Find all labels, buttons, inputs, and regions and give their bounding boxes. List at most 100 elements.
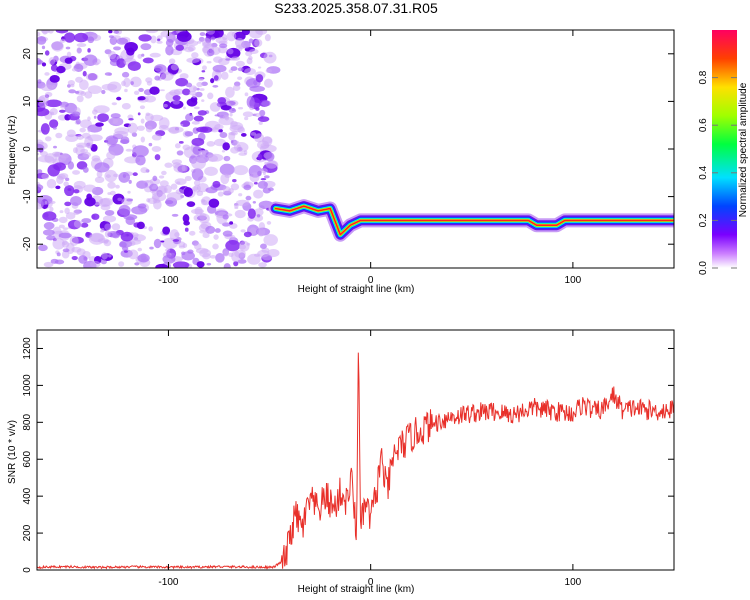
noise-blob — [83, 54, 98, 66]
noise-blob — [41, 173, 50, 180]
noise-blob — [131, 234, 146, 242]
noise-blob — [108, 50, 117, 60]
noise-blob — [143, 95, 156, 103]
noise-blob — [140, 167, 149, 174]
noise-blob — [84, 91, 93, 99]
noise-blob — [262, 171, 266, 176]
noise-blob — [82, 166, 89, 173]
noise-blob — [260, 243, 267, 249]
noise-blob — [220, 104, 232, 111]
noise-blob — [230, 66, 238, 71]
noise-blob — [243, 182, 246, 187]
noise-blob — [148, 142, 153, 147]
noise-blob — [172, 95, 181, 101]
noise-blob — [97, 113, 109, 123]
noise-blob — [104, 169, 118, 183]
noise-blob — [179, 73, 189, 80]
noise-blob — [49, 206, 54, 212]
noise-blob — [66, 51, 72, 58]
noise-blob — [110, 113, 121, 119]
noise-blob — [53, 69, 57, 73]
noise-blob — [196, 126, 209, 133]
noise-blob — [196, 190, 204, 196]
noise-blob — [253, 133, 265, 143]
noise-blob — [62, 227, 69, 230]
noise-blob — [50, 64, 58, 72]
noise-blob — [128, 240, 136, 247]
noise-blob — [79, 119, 92, 129]
noise-blob — [219, 43, 228, 49]
noise-blob — [64, 57, 73, 64]
noise-blob — [237, 76, 243, 80]
noise-blob — [210, 78, 215, 84]
noise-blob — [181, 251, 186, 256]
noise-blob — [233, 165, 249, 176]
noise-blob — [252, 200, 256, 204]
noise-blob — [191, 137, 205, 147]
noise-blob — [180, 123, 184, 127]
noise-blob — [238, 46, 243, 51]
noise-blob — [70, 195, 82, 206]
noise-blob — [101, 83, 118, 91]
noise-blob — [165, 248, 171, 253]
snr-xtick-label: -100 — [158, 577, 178, 588]
noise-blob — [127, 190, 131, 194]
snr-series-line — [37, 352, 674, 570]
noise-blob — [162, 254, 176, 264]
noise-blob — [113, 30, 120, 34]
noise-blob — [233, 260, 239, 267]
noise-blob — [244, 92, 249, 97]
noise-blob — [44, 91, 53, 98]
noise-blob — [75, 76, 83, 83]
colorbar-gradient — [712, 30, 737, 268]
noise-blob — [225, 156, 230, 162]
noise-blob — [106, 151, 116, 160]
noise-blob — [140, 118, 145, 124]
noise-blob — [229, 235, 236, 240]
noise-blob — [95, 122, 104, 127]
noise-blob — [55, 132, 63, 139]
noise-blob — [124, 88, 128, 93]
noise-blob — [139, 105, 146, 110]
spectrogram-ytick-label: 10 — [22, 95, 33, 107]
noise-blob — [261, 254, 273, 261]
noise-blob — [249, 85, 265, 92]
noise-blob — [217, 191, 224, 197]
noise-blob — [149, 52, 161, 58]
noise-blob — [172, 239, 180, 242]
noise-blob — [60, 105, 66, 109]
noise-blob — [111, 223, 121, 231]
noise-blob — [191, 168, 204, 181]
noise-blob — [37, 57, 42, 66]
noise-blob — [234, 37, 245, 48]
noise-blob — [56, 252, 61, 257]
noise-blob — [233, 31, 246, 41]
noise-blob — [73, 220, 83, 228]
snr-ytick-label: 1000 — [22, 374, 33, 397]
noise-blob — [119, 241, 127, 248]
noise-blob — [109, 190, 116, 196]
noise-blob — [230, 56, 241, 61]
noise-blob — [254, 38, 263, 47]
noise-blob — [71, 246, 82, 253]
noise-blob — [249, 227, 257, 235]
noise-blob — [65, 177, 70, 182]
noise-blob — [257, 140, 270, 150]
snr-frame — [36, 329, 675, 571]
noise-blob — [75, 144, 85, 156]
noise-blob — [165, 45, 174, 56]
noise-blob — [162, 226, 171, 235]
noise-blob — [133, 90, 140, 96]
noise-blob — [67, 161, 75, 170]
noise-blob — [255, 74, 264, 83]
noise-blob — [82, 151, 91, 158]
snr-ytick-label: 400 — [22, 487, 33, 504]
snr-xtick-label: 100 — [565, 577, 582, 588]
noise-blob — [226, 31, 237, 42]
noise-blob — [227, 48, 234, 55]
noise-blob — [94, 162, 110, 173]
noise-blob — [158, 175, 165, 179]
noise-blob — [55, 185, 61, 190]
noise-blob — [56, 175, 64, 185]
